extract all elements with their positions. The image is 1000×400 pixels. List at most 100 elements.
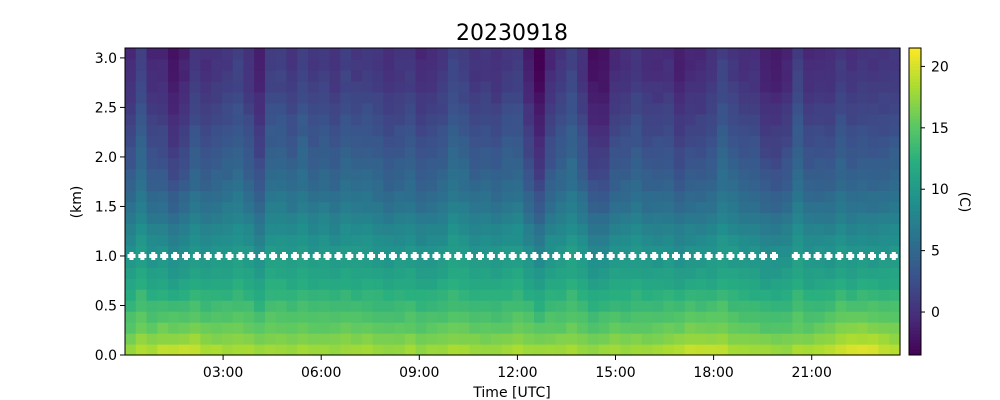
heatmap-cell — [781, 333, 793, 345]
heatmap-cell — [404, 91, 417, 104]
heatmap-cell — [501, 223, 514, 235]
heatmap-cell — [490, 135, 503, 148]
colorbar-swatch — [909, 238, 921, 242]
heatmap-cell — [835, 48, 847, 60]
heatmap-cell — [458, 80, 471, 93]
heatmap-cell — [297, 124, 309, 137]
heatmap-cell — [587, 146, 600, 159]
heatmap-cell — [211, 113, 223, 126]
heatmap-cell — [469, 135, 481, 148]
heatmap-cell — [297, 80, 309, 93]
heatmap-cell — [340, 278, 352, 290]
heatmap-cell — [803, 267, 815, 279]
heatmap-cell — [803, 322, 815, 334]
heatmap-cell — [286, 113, 298, 126]
heatmap-cell — [856, 146, 869, 159]
heatmap-cell — [264, 58, 277, 71]
heatmap-cell — [297, 69, 309, 82]
heatmap-cell — [135, 322, 148, 334]
heatmap-cell — [534, 344, 546, 356]
heatmap-cell — [178, 311, 191, 323]
heatmap-cell — [372, 124, 384, 137]
heatmap-cell — [501, 91, 514, 104]
heatmap-cell — [318, 223, 331, 235]
heatmap-cell — [340, 333, 352, 345]
heatmap-cell — [490, 311, 503, 323]
heatmap-cell — [641, 146, 654, 159]
heatmap-cell — [426, 278, 438, 290]
heatmap-cell — [749, 190, 761, 203]
heatmap-cell — [157, 223, 169, 235]
heatmap-cell — [178, 234, 191, 246]
heatmap-cell — [544, 48, 557, 60]
heatmap-cell — [415, 58, 427, 71]
heatmap-cell — [361, 256, 374, 268]
heatmap-cell — [372, 300, 384, 312]
heatmap-cell — [598, 91, 610, 104]
heatmap-cell — [663, 322, 675, 334]
heatmap-cell — [458, 179, 471, 192]
heatmap-cell — [803, 344, 815, 356]
heatmap-cell — [760, 322, 772, 334]
heatmap-cell — [846, 267, 858, 279]
heatmap-cell — [641, 157, 654, 170]
heatmap-cell — [652, 311, 664, 323]
heatmap-cell — [673, 48, 686, 60]
heatmap-cell — [404, 311, 417, 323]
heatmap-cell — [717, 91, 729, 104]
heatmap-cell — [523, 289, 535, 301]
heatmap-cell — [760, 135, 772, 148]
heatmap-cell — [490, 48, 503, 60]
heatmap-cell — [695, 234, 707, 246]
heatmap-cell — [318, 234, 331, 246]
heatmap-cell — [867, 190, 880, 203]
colorbar-swatch — [909, 281, 921, 285]
heatmap-cell — [749, 157, 761, 170]
heatmap-cell — [469, 124, 481, 137]
heatmap-cell — [587, 168, 600, 181]
heatmap-cell — [652, 333, 664, 345]
heatmap-cell — [404, 300, 417, 312]
heatmap-cell — [695, 102, 707, 115]
heatmap-cell — [404, 322, 417, 334]
heatmap-cell — [447, 102, 460, 115]
heatmap-cell — [211, 223, 223, 235]
heatmap-cell — [340, 48, 352, 60]
data-marker — [203, 252, 212, 260]
heatmap-cell — [749, 289, 761, 301]
heatmap-cell — [286, 124, 298, 137]
heatmap-cell — [598, 256, 610, 268]
heatmap-cell — [663, 289, 675, 301]
heatmap-cell — [534, 179, 546, 192]
colorbar-swatch — [909, 229, 921, 233]
heatmap-cell — [835, 179, 847, 192]
heatmap-cell — [566, 157, 578, 170]
heatmap-cell — [641, 234, 654, 246]
heatmap-cell — [125, 146, 137, 159]
heatmap-cell — [264, 212, 277, 225]
heatmap-cell — [297, 91, 309, 104]
heatmap-cell — [189, 91, 201, 104]
heatmap-cell — [351, 124, 363, 137]
heatmap-cell — [480, 146, 492, 159]
heatmap-cell — [781, 102, 793, 115]
colorbar-swatch — [909, 226, 921, 230]
heatmap-cell — [835, 146, 847, 159]
heatmap-cell — [189, 333, 201, 345]
heatmap-cell — [566, 80, 578, 93]
heatmap-cell — [770, 256, 783, 268]
heatmap-cell — [749, 267, 761, 279]
heatmap-cell — [254, 58, 266, 71]
heatmap-cell — [469, 256, 481, 268]
heatmap-cell — [856, 333, 869, 345]
heatmap-cell — [577, 135, 589, 148]
heatmap-cell — [770, 135, 783, 148]
heatmap-cell — [663, 300, 675, 312]
heatmap-cell — [275, 80, 288, 93]
heatmap-cell — [372, 223, 384, 235]
heatmap-cell — [813, 91, 826, 104]
heatmap-cell — [566, 113, 578, 126]
heatmap-cell — [469, 69, 481, 82]
heatmap-cell — [630, 179, 643, 192]
heatmap-cell — [813, 179, 826, 192]
